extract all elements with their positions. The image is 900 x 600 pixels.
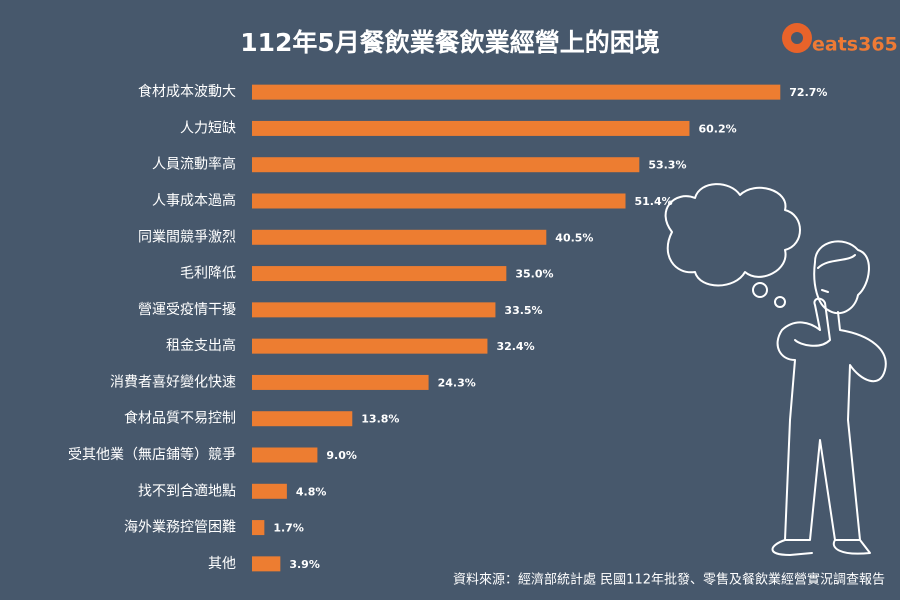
thought-cloud bbox=[664, 183, 801, 287]
value-label: 9.0% bbox=[326, 449, 357, 462]
source: 資料來源：經濟部統計處 民國112年批發、零售及餐飲業經營實況調查報告 bbox=[453, 572, 885, 588]
bar bbox=[252, 157, 640, 173]
value-label: 53.3% bbox=[648, 159, 686, 172]
logo-text: eats365 bbox=[812, 34, 898, 56]
bar bbox=[252, 302, 496, 318]
category-label: 找不到合適地點 bbox=[138, 482, 236, 499]
bar bbox=[252, 120, 690, 136]
bar bbox=[252, 411, 353, 427]
bar bbox=[252, 447, 318, 463]
category-label: 受其他業（無店鋪等）競爭 bbox=[68, 446, 236, 463]
category-label: 食材成本波動大 bbox=[138, 83, 236, 100]
category-label: 同業間競爭激烈 bbox=[138, 228, 236, 245]
bar bbox=[252, 266, 507, 282]
value-label: 72.7% bbox=[789, 86, 827, 99]
value-label: 1.7% bbox=[273, 522, 304, 535]
bar bbox=[252, 338, 488, 354]
value-label: 33.5% bbox=[504, 304, 542, 317]
bar bbox=[252, 193, 626, 209]
category-label: 毛利降低 bbox=[180, 266, 236, 282]
thought-dot bbox=[774, 296, 786, 308]
face bbox=[817, 254, 856, 293]
head bbox=[813, 240, 870, 315]
shoes bbox=[771, 539, 871, 556]
category-label: 租金支出高 bbox=[166, 337, 236, 354]
value-label: 51.4% bbox=[635, 195, 673, 208]
bar bbox=[252, 374, 429, 390]
bar bbox=[252, 520, 265, 536]
value-label: 35.0% bbox=[515, 268, 553, 281]
category-label: 人力短缺 bbox=[180, 120, 236, 136]
bar bbox=[252, 229, 547, 245]
category-label: 其他 bbox=[208, 556, 236, 572]
value-label: 13.8% bbox=[361, 413, 399, 426]
value-label: 40.5% bbox=[555, 231, 593, 244]
bar bbox=[252, 556, 281, 572]
value-label: 60.2% bbox=[698, 122, 736, 135]
thought-dot bbox=[752, 282, 768, 298]
category-label: 海外業務控管困難 bbox=[124, 520, 236, 536]
logo-hole bbox=[791, 32, 803, 44]
logo: eats365 bbox=[782, 23, 898, 56]
category-label: 人事成本過高 bbox=[152, 192, 236, 209]
bar bbox=[252, 483, 287, 499]
category-label: 食材品質不易控制 bbox=[124, 410, 236, 427]
bar bbox=[252, 84, 781, 100]
illustration bbox=[664, 183, 887, 556]
chart-title: 112年5月餐飲業餐飲業經營上的困境 bbox=[240, 28, 660, 57]
value-label: 32.4% bbox=[496, 340, 534, 353]
value-label: 4.8% bbox=[296, 485, 327, 498]
category-label: 人員流動率高 bbox=[152, 156, 236, 173]
arm bbox=[794, 297, 831, 347]
value-label: 24.3% bbox=[438, 376, 476, 389]
category-label: 消費者喜好變化快速 bbox=[110, 374, 236, 390]
value-label: 3.9% bbox=[289, 558, 320, 571]
category-label: 營運受疫情干擾 bbox=[138, 301, 236, 318]
